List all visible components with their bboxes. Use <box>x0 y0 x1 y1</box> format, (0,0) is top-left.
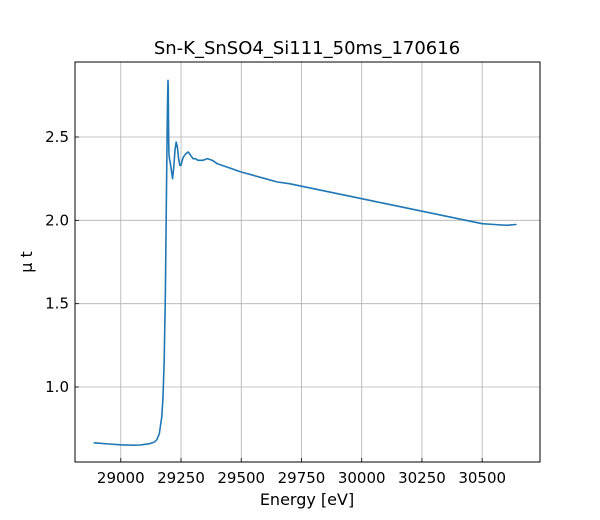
y-tick-label: 2.0 <box>45 211 69 229</box>
x-tick-label: 30000 <box>338 469 386 487</box>
x-axis-ticks: 29000 29250 29500 29750 30000 30250 30500 <box>97 458 506 487</box>
y-axis-ticks: 1.0 1.5 2.0 2.5 <box>45 128 79 396</box>
x-axis-label: Energy [eV] <box>260 490 354 509</box>
x-tick-label: 29000 <box>97 469 145 487</box>
y-axis-label: μ t <box>17 251 36 273</box>
x-tick-label: 29750 <box>278 469 326 487</box>
x-tick-label: 29500 <box>217 469 265 487</box>
x-tick-label: 29250 <box>157 469 205 487</box>
x-tick-label: 30500 <box>458 469 506 487</box>
chart-title: Sn-K_SnSO4_Si111_50ms_170616 <box>154 38 460 59</box>
plot-area-frame <box>74 61 541 463</box>
y-tick-label: 1.5 <box>45 295 69 313</box>
y-tick-label: 1.0 <box>45 378 69 396</box>
data-series-layer <box>93 79 517 446</box>
y-tick-label: 2.5 <box>45 128 69 146</box>
data-series-line <box>93 79 517 446</box>
x-tick-label: 30250 <box>398 469 446 487</box>
